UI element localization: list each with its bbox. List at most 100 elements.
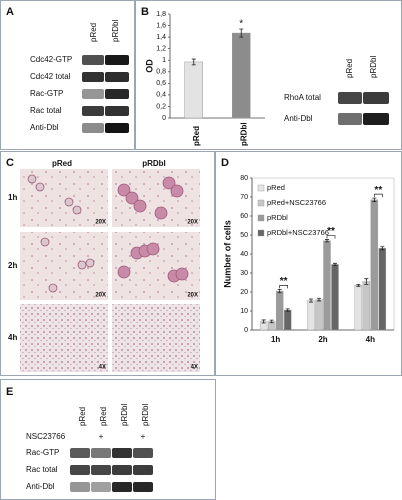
blot-band	[363, 113, 389, 125]
blot-band	[70, 465, 90, 475]
legend-label: pRed	[267, 183, 285, 192]
column-label: pRDbl	[111, 20, 120, 42]
error-bar	[191, 58, 196, 66]
column-label: pRDbl	[142, 159, 166, 168]
bar	[275, 290, 284, 331]
error-bar	[364, 278, 369, 285]
blot-band	[338, 113, 362, 125]
blot-band	[112, 465, 132, 475]
blot-band	[112, 482, 132, 492]
bar	[354, 285, 363, 331]
cell	[85, 258, 95, 268]
cell	[72, 205, 82, 215]
panel-label: D	[221, 157, 229, 169]
x-tick-label: pRed	[192, 126, 201, 146]
bar	[323, 240, 331, 331]
bar	[184, 61, 203, 119]
y-tick-label: 60	[240, 213, 248, 220]
y-tick-label: 0,8	[156, 69, 166, 76]
blot-band	[105, 89, 129, 99]
column-label: pRDbl	[369, 56, 378, 78]
row-label: Rac-GTP	[30, 89, 63, 98]
cell	[162, 176, 176, 190]
significance-bracket	[279, 284, 289, 289]
blot-band	[105, 55, 129, 65]
bar	[232, 32, 251, 119]
blot-band	[133, 465, 153, 475]
significance: *	[239, 19, 243, 30]
bar	[370, 199, 379, 331]
row-label: Cdc42-GTP	[30, 55, 72, 64]
error-bar	[239, 28, 244, 38]
significance: **	[327, 226, 335, 237]
blot-band	[363, 92, 389, 104]
y-tick-label: 1,2	[156, 46, 166, 53]
blot-band	[82, 72, 104, 82]
bar	[283, 309, 292, 331]
y-tick-label: 1	[162, 57, 166, 64]
cell	[125, 191, 139, 205]
cell	[117, 183, 131, 197]
column-label: pRDbl	[141, 404, 150, 426]
cell	[175, 267, 189, 281]
cell	[48, 283, 58, 293]
bar	[315, 299, 323, 331]
error-bar	[277, 288, 282, 294]
cell	[27, 174, 37, 184]
y-tick-label: 40	[240, 251, 248, 258]
cell	[170, 184, 184, 198]
y-tick-label: 0	[162, 115, 166, 122]
magnification: 20X	[187, 220, 198, 226]
blot-band	[133, 482, 153, 492]
row-label: Rac total	[26, 465, 58, 474]
y-tick-label: 10	[240, 308, 248, 315]
legend-label: pRDbl	[267, 213, 288, 222]
error-bar	[372, 197, 377, 202]
row-label: RhoA total	[284, 93, 321, 102]
blot-band	[338, 92, 362, 104]
blot-band	[70, 482, 90, 492]
blot-band	[91, 448, 111, 458]
legend-swatch	[257, 229, 265, 237]
significance: **	[280, 276, 288, 287]
magnification: 4X	[99, 365, 106, 371]
blot-band	[91, 482, 111, 492]
legend-swatch	[257, 214, 265, 222]
x-tick-label: 4h	[366, 335, 375, 344]
cell	[154, 206, 168, 220]
blot-band	[105, 72, 129, 82]
blot-band	[82, 55, 104, 65]
y-axis-label: OD	[144, 59, 154, 73]
error-bar	[261, 319, 266, 324]
row-label: Cdc42 total	[30, 72, 71, 81]
error-bar	[325, 239, 329, 243]
column-label: pRed	[99, 407, 108, 426]
cell	[35, 182, 45, 192]
cell	[146, 242, 160, 256]
panel-frame	[0, 151, 215, 376]
cell	[40, 237, 50, 247]
panel-label: A	[6, 6, 14, 18]
row-label: 2h	[8, 261, 17, 270]
y-tick-label: 0	[244, 327, 248, 334]
x-tick-label: pRDbl	[239, 122, 248, 146]
x-tick-label: 2h	[318, 335, 327, 344]
blot-band	[105, 123, 129, 133]
legend-swatch	[257, 184, 265, 192]
y-tick-label: 30	[240, 270, 248, 277]
error-bar	[380, 246, 385, 251]
row-label: Anti-Dbl	[30, 123, 59, 132]
row-label: 1h	[8, 193, 17, 202]
magnification: 20X	[95, 293, 106, 299]
significance-bracket	[326, 235, 336, 239]
legend-swatch	[257, 199, 265, 207]
blot-band	[70, 448, 90, 458]
cell	[117, 265, 131, 279]
y-tick-label: 20	[240, 289, 248, 296]
y-tick-label: 1,4	[156, 34, 166, 41]
row-label: Rac-GTP	[26, 448, 59, 457]
error-bar	[333, 262, 337, 266]
micrograph	[112, 304, 200, 372]
cell	[64, 197, 74, 207]
